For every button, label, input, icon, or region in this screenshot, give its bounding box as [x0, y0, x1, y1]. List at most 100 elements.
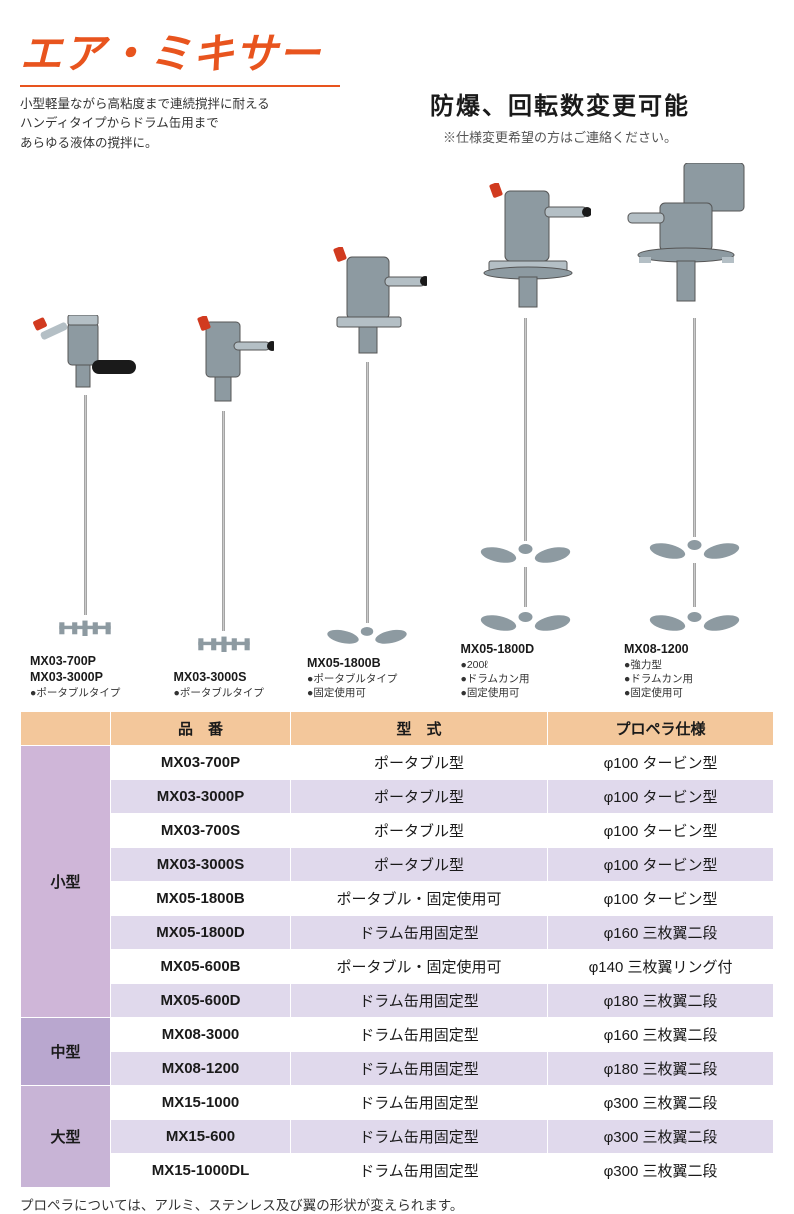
product-model: MX05-1800B [307, 655, 427, 672]
cell-type: ポータブル・固定使用可 [291, 949, 548, 983]
product-note: ●ドラムカン用 [624, 672, 764, 686]
product-item: MX05-1800D ●200ℓ●ドラムカン用●固定使用可 [461, 183, 591, 700]
cell-model: MX05-600D [111, 983, 291, 1017]
product-model: MX05-1800D [461, 641, 591, 658]
cell-type: ドラム缶用固定型 [291, 1119, 548, 1153]
cell-model: MX03-700P [111, 745, 291, 779]
product-label-block: MX03-3000S ●ポータブルタイプ [174, 669, 274, 700]
cell-prop: φ100 タービン型 [548, 779, 774, 813]
cell-prop: φ300 三枚翼二段 [548, 1153, 774, 1187]
product-note: ●ドラムカン用 [461, 672, 591, 686]
product-lineup: MX03-700PMX03-3000P ●ポータブルタイプ MX03-3000S… [20, 163, 774, 700]
page-title: エア・ミキサー [20, 20, 774, 81]
cell-model: MX03-700S [111, 813, 291, 847]
cell-prop: φ100 タービン型 [548, 813, 774, 847]
cell-model: MX05-600B [111, 949, 291, 983]
product-model: MX03-700P [30, 653, 140, 670]
mixer-blade-icon [478, 541, 573, 633]
mixer-shaft [366, 362, 369, 623]
title-rule [20, 85, 340, 87]
product-label-block: MX05-1800D ●200ℓ●ドラムカン用●固定使用可 [461, 641, 591, 700]
cell-type: ドラム缶用固定型 [291, 1051, 548, 1085]
spec-table: 品 番型 式プロペラ仕様小型MX03-700Pポータブル型φ100 タービン型M… [20, 711, 774, 1188]
cell-model: MX05-1800B [111, 881, 291, 915]
cell-type: ドラム缶用固定型 [291, 1017, 548, 1051]
cell-prop: φ140 三枚翼リング付 [548, 949, 774, 983]
mixer-head-icon [174, 316, 274, 411]
cell-type: ドラム缶用固定型 [291, 1085, 548, 1119]
product-image [307, 247, 427, 647]
product-label-block: MX05-1800B ●ポータブルタイプ●固定使用可 [307, 655, 427, 700]
table-header: 品 番 [111, 711, 291, 745]
product-model: MX03-3000S [174, 669, 274, 686]
cell-model: MX15-1000DL [111, 1153, 291, 1187]
cell-type: ポータブル型 [291, 847, 548, 881]
product-image [624, 163, 764, 633]
product-item: MX08-1200 ●強力型●ドラムカン用●固定使用可 [624, 163, 764, 700]
group-label: 小型 [21, 745, 111, 1017]
cell-model: MX08-1200 [111, 1051, 291, 1085]
cell-prop: φ100 タービン型 [548, 745, 774, 779]
product-note: ●強力型 [624, 658, 764, 672]
product-item: MX03-700PMX03-3000P ●ポータブルタイプ [30, 315, 140, 701]
cell-prop: φ180 三枚翼二段 [548, 983, 774, 1017]
table-footnote: プロペラについては、アルミ、ステンレス及び翼の形状が変えられます。 [20, 1194, 774, 1214]
cell-model: MX15-1000 [111, 1085, 291, 1119]
cell-prop: φ160 三枚翼二段 [548, 915, 774, 949]
cell-type: ドラム缶用固定型 [291, 915, 548, 949]
product-image [461, 183, 591, 633]
mixer-head-icon [461, 183, 591, 318]
mixer-blade-icon [194, 631, 254, 661]
cell-model: MX03-3000P [111, 779, 291, 813]
feature-headline: 防爆、回転数変更可能 [340, 86, 780, 121]
cell-prop: φ160 三枚翼二段 [548, 1017, 774, 1051]
cell-type: ポータブル・固定使用可 [291, 881, 548, 915]
product-note: ●200ℓ [461, 658, 591, 672]
product-item: MX05-1800B ●ポータブルタイプ●固定使用可 [307, 247, 427, 700]
cell-prop: φ100 タービン型 [548, 881, 774, 915]
feature-note: ※仕様変更希望の方はご連絡ください。 [340, 127, 780, 146]
table-corner [21, 711, 111, 745]
table-header: プロペラ仕様 [548, 711, 774, 745]
cell-prop: φ100 タービン型 [548, 847, 774, 881]
cell-type: ポータブル型 [291, 779, 548, 813]
product-label-block: MX08-1200 ●強力型●ドラムカン用●固定使用可 [624, 641, 764, 700]
product-item: MX03-3000S ●ポータブルタイプ [174, 316, 274, 700]
mixer-blade-icon [327, 623, 407, 647]
cell-model: MX15-600 [111, 1119, 291, 1153]
product-note: ●固定使用可 [624, 686, 764, 700]
cell-type: ポータブル型 [291, 813, 548, 847]
mixer-head-icon [30, 315, 140, 395]
cell-type: ドラム缶用固定型 [291, 983, 548, 1017]
product-image [30, 315, 140, 645]
cell-model: MX05-1800D [111, 915, 291, 949]
mixer-shaft [693, 318, 696, 537]
mixer-blade-icon [637, 537, 752, 633]
mixer-head-icon [307, 247, 427, 362]
product-note: ●ポータブルタイプ [307, 672, 427, 686]
cell-prop: φ180 三枚翼二段 [548, 1051, 774, 1085]
cell-prop: φ300 三枚翼二段 [548, 1119, 774, 1153]
product-note: ●ポータブルタイプ [174, 686, 274, 700]
cell-prop: φ300 三枚翼二段 [548, 1085, 774, 1119]
group-label: 中型 [21, 1017, 111, 1085]
group-label: 大型 [21, 1085, 111, 1187]
mixer-shaft [524, 318, 527, 541]
product-label-block: MX03-700PMX03-3000P ●ポータブルタイプ [30, 653, 140, 701]
cell-type: ポータブル型 [291, 745, 548, 779]
table-header: 型 式 [291, 711, 548, 745]
product-note: ●固定使用可 [307, 686, 427, 700]
product-model: MX03-3000P [30, 669, 140, 686]
mixer-shaft [222, 411, 225, 631]
cell-model: MX03-3000S [111, 847, 291, 881]
cell-model: MX08-3000 [111, 1017, 291, 1051]
product-model: MX08-1200 [624, 641, 764, 658]
mixer-shaft [84, 395, 87, 615]
mixer-head-icon [624, 163, 764, 318]
mixer-blade-icon [55, 615, 115, 645]
intro-text: 小型軽量ながら高粘度まで連続撹拌に耐えるハンディタイプからドラム缶用まであらゆる… [20, 95, 340, 153]
cell-type: ドラム缶用固定型 [291, 1153, 548, 1187]
product-note: ●固定使用可 [461, 686, 591, 700]
product-image [174, 316, 274, 661]
product-note: ●ポータブルタイプ [30, 686, 140, 700]
